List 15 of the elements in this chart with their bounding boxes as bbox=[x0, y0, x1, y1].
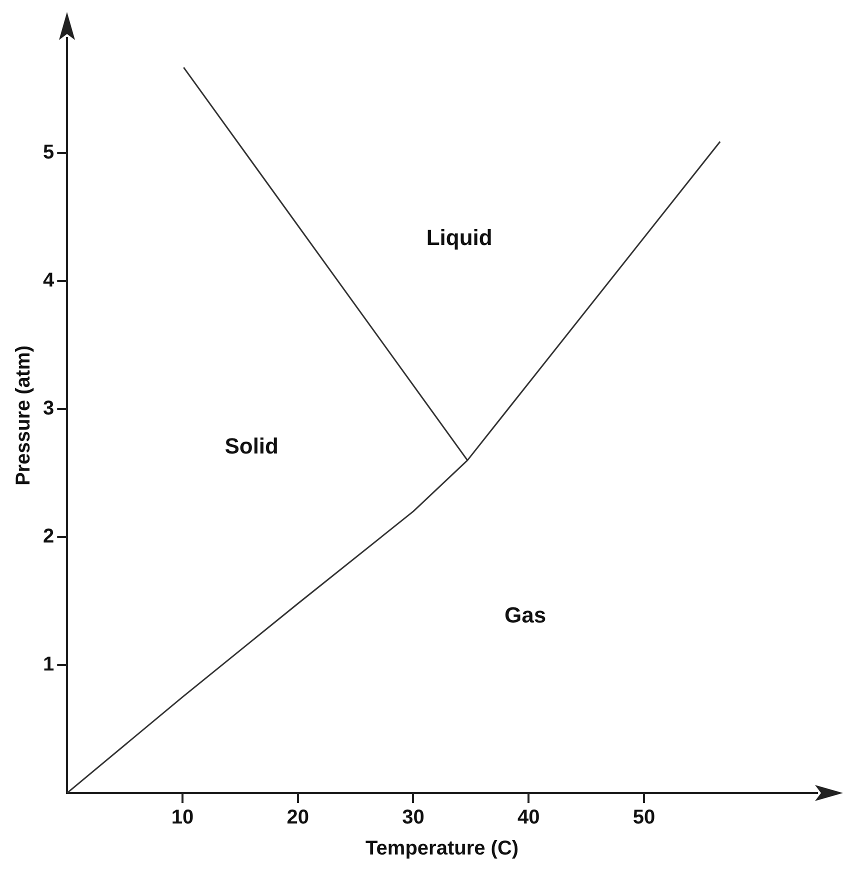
y-tick-label: 3 bbox=[43, 398, 54, 420]
annotation: Liquid bbox=[426, 224, 492, 250]
x-tick-label: 50 bbox=[632, 806, 656, 829]
y-tick-label: 5 bbox=[43, 142, 54, 164]
y-tick-label: 2 bbox=[43, 526, 54, 548]
x-tick-label: 10 bbox=[171, 806, 194, 829]
x-tick-label: 40 bbox=[517, 806, 540, 829]
x-axis-title: Temperature (C) bbox=[366, 838, 519, 860]
annotation: Solid bbox=[224, 433, 278, 458]
annotation: Gas bbox=[504, 602, 546, 628]
y-axis-title: Pressure (atm) bbox=[12, 345, 35, 486]
y-tick-label: 1 bbox=[43, 654, 54, 676]
y-tick-label: 4 bbox=[43, 270, 55, 292]
x-tick-label: 30 bbox=[402, 806, 424, 829]
x-tick-label: 20 bbox=[286, 806, 309, 829]
